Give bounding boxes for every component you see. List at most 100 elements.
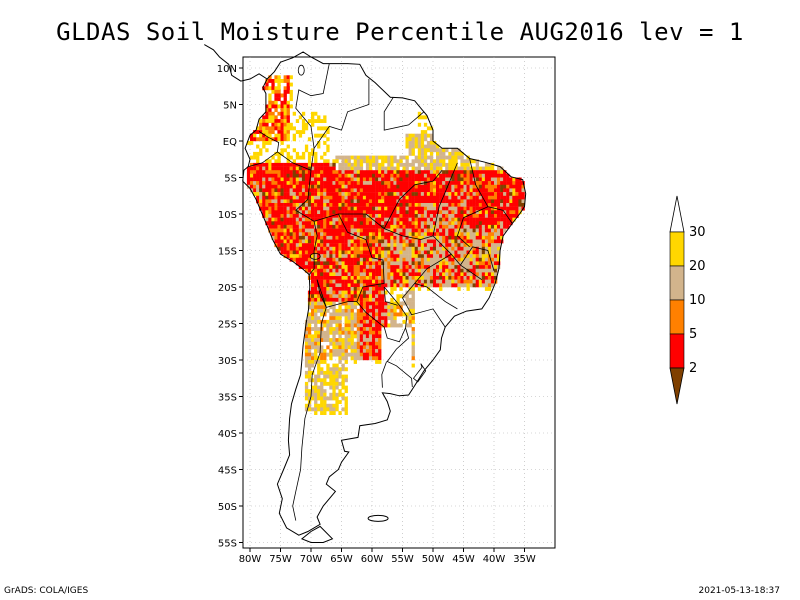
shade-cell (484, 272, 489, 277)
shade-cell (466, 279, 470, 284)
shade-cell (417, 166, 422, 171)
shade-cell (433, 217, 437, 222)
shade-cell (311, 115, 315, 120)
shade-cell (356, 192, 361, 196)
shade-cell (381, 294, 385, 299)
shade-cell (512, 195, 516, 200)
shade-cell (335, 265, 339, 269)
shade-cell (259, 173, 263, 178)
shade-cell (494, 246, 498, 251)
shade-cell (317, 370, 321, 375)
shade-cell (481, 257, 486, 262)
shade-cell (500, 177, 504, 182)
shade-cell (500, 188, 504, 193)
shade-cell (329, 239, 333, 244)
shade-cell (457, 217, 461, 222)
shade-cell (320, 367, 324, 372)
shade-cell (347, 210, 351, 215)
shade-cell (411, 151, 415, 156)
shade-cell (439, 276, 443, 280)
shade-cell (317, 279, 321, 284)
shade-cell (365, 232, 370, 237)
shade-cell (512, 199, 516, 204)
shade-cell (494, 239, 498, 244)
shade-cell (375, 228, 379, 233)
shade-cell (417, 246, 422, 251)
shade-cell (353, 334, 357, 339)
shade-cell (393, 250, 397, 255)
shade-cell (289, 177, 293, 182)
shade-cell (372, 162, 376, 167)
shade-cell (280, 122, 284, 127)
shade-cell (344, 378, 348, 383)
shade-cell (298, 115, 303, 120)
shade-cell (478, 195, 483, 200)
shade-cell (356, 316, 361, 321)
shade-cell (365, 290, 370, 295)
shade-cell (274, 75, 278, 80)
shade-cell (274, 133, 278, 138)
shade-cell (265, 126, 269, 131)
shade-cell (311, 312, 315, 317)
shade-cell (500, 173, 504, 178)
shade-cell (368, 181, 373, 185)
shade-cell (359, 345, 364, 350)
shade-cell (454, 246, 458, 251)
shade-cell (268, 199, 272, 204)
shade-cell (341, 392, 345, 397)
shade-cell (405, 210, 409, 215)
shade-cell (326, 254, 330, 259)
shade-cell (335, 327, 339, 331)
shade-cell (414, 166, 418, 171)
shade-cell (347, 243, 351, 248)
shade-cell (390, 319, 394, 324)
shade-cell (375, 349, 379, 353)
shade-cell (332, 162, 336, 167)
shade-cell (280, 206, 284, 211)
shade-cell (326, 352, 330, 357)
shade-cell (311, 148, 315, 153)
shade-cell (451, 261, 455, 266)
border-line (292, 279, 327, 521)
shade-cell (408, 170, 412, 175)
shade-cell (365, 228, 370, 233)
shade-cell (323, 224, 327, 229)
shade-cell (314, 155, 318, 160)
shade-cell (390, 279, 394, 284)
shade-cell (265, 86, 269, 91)
shade-cell (381, 192, 385, 196)
shade-cell (490, 177, 495, 182)
shade-cell (387, 265, 391, 269)
shade-cell (317, 115, 321, 120)
shade-cell (375, 319, 379, 324)
shade-cell (295, 192, 300, 196)
shade-cell (375, 232, 379, 237)
shade-cell (429, 181, 434, 185)
shade-cell (353, 297, 357, 302)
shade-cell (411, 261, 415, 266)
shade-cell (381, 246, 385, 251)
shade-cell (286, 203, 290, 207)
shade-cell (298, 261, 303, 266)
shade-cell (332, 283, 336, 288)
shade-cell (454, 261, 458, 266)
shade-cell (426, 184, 431, 189)
shade-cell (433, 206, 437, 211)
shade-cell (350, 250, 354, 255)
shade-cell (332, 341, 336, 346)
shade-cell (347, 319, 351, 324)
shade-cell (381, 162, 385, 167)
shade-cell (307, 210, 312, 215)
shade-cell (423, 151, 428, 156)
shade-cell (256, 181, 260, 185)
shade-cell (387, 312, 391, 317)
shade-cell (283, 126, 287, 131)
shade-cell (292, 243, 296, 248)
shade-cell (350, 323, 354, 328)
shade-cell (274, 228, 278, 233)
shade-cell (262, 141, 266, 145)
shade-cell (375, 224, 379, 229)
shade-cell (329, 170, 333, 175)
shade-cell (262, 214, 266, 218)
shade-cell (344, 184, 348, 189)
